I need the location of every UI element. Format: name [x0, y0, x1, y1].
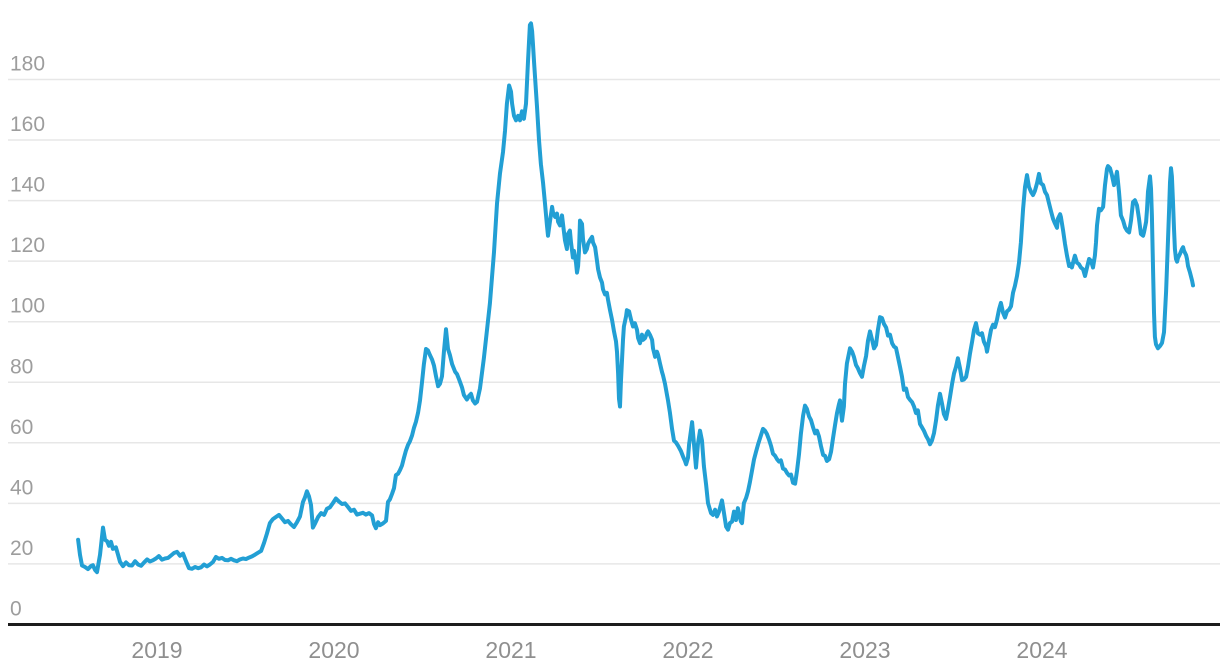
y-axis-labels: 0 20 40 60 80 100 120 140 160 180: [10, 53, 45, 621]
y-axis-label: 60: [10, 416, 33, 439]
x-axis-label: 2019: [131, 637, 182, 663]
y-axis-label: 0: [10, 598, 22, 621]
value-line: [76, 21, 1195, 575]
y-axis-label: 120: [10, 234, 45, 257]
x-axis-labels: 2019 2020 2021 2022 2023 2024: [131, 637, 1067, 663]
x-axis-label: 2020: [308, 637, 359, 663]
x-axis-label: 2021: [485, 637, 536, 663]
y-axis-label: 20: [10, 537, 33, 560]
y-axis-label: 40: [10, 476, 33, 499]
y-axis-label: 140: [10, 174, 45, 197]
y-axis-label: 80: [10, 355, 33, 378]
y-axis-label: 100: [10, 295, 45, 318]
y-axis-label: 160: [10, 113, 45, 136]
x-axis-label: 2024: [1016, 637, 1067, 663]
x-axis-label: 2023: [839, 637, 890, 663]
y-axis-label: 180: [10, 53, 45, 76]
x-axis-label: 2022: [662, 637, 713, 663]
